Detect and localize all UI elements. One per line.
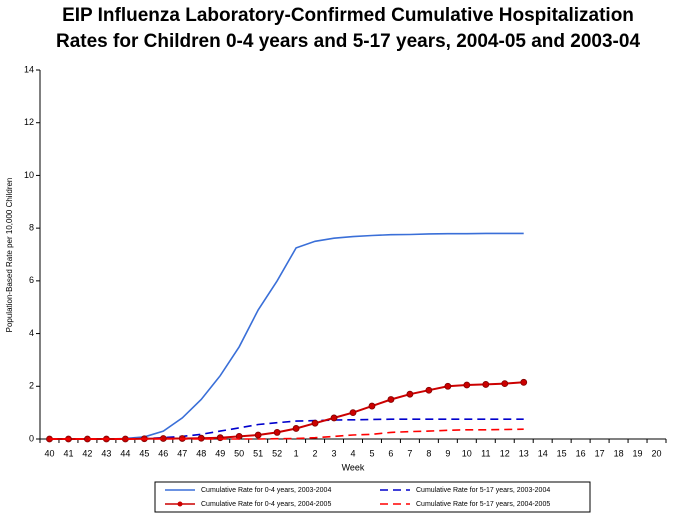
x-tick-label: 42: [82, 448, 92, 458]
y-tick-label: 14: [24, 64, 34, 74]
data-point: [121, 435, 129, 443]
chart-title: Rates for Children 0-4 years and 5-17 ye…: [56, 31, 640, 52]
x-tick-label: 49: [215, 448, 225, 458]
x-tick-label: 5: [369, 448, 374, 458]
data-point: [501, 380, 509, 388]
legend-label: Cumulative Rate for 5-17 years, 2004-200…: [416, 501, 550, 508]
data-point: [292, 425, 300, 432]
y-tick-label: 0: [29, 433, 34, 443]
x-tick-label: 9: [445, 448, 450, 458]
x-tick-label: 16: [576, 448, 586, 458]
data-point: [444, 382, 452, 390]
x-tick-label: 15: [557, 448, 567, 458]
x-axis-label: Week: [342, 462, 365, 472]
x-tick-label: 51: [253, 448, 263, 458]
data-point: [387, 396, 395, 403]
data-point: [254, 431, 262, 439]
y-tick-label: 12: [24, 117, 34, 127]
x-tick-label: 3: [332, 448, 337, 458]
x-tick-label: 7: [407, 448, 412, 458]
legend-box: [154, 481, 591, 513]
data-point: [482, 381, 490, 388]
legend-label: Cumulative Rate for 0-4 years, 2003-2004: [201, 487, 331, 494]
x-tick-label: 41: [63, 448, 73, 458]
x-tick-label: 6: [388, 448, 393, 458]
x-tick-label: 11: [481, 448, 490, 458]
x-tick-label: 18: [614, 448, 624, 458]
x-tick-label: 52: [272, 448, 282, 458]
x-tick-label: 19: [633, 448, 643, 458]
y-tick-label: 10: [24, 170, 34, 180]
series-line: [49, 232, 524, 440]
x-tick-label: 14: [538, 448, 548, 458]
data-point: [520, 378, 528, 386]
x-tick-label: 47: [177, 448, 187, 458]
x-tick-label: 12: [500, 448, 510, 458]
x-tick-label: 46: [158, 448, 168, 458]
x-tick-label: 10: [462, 448, 472, 458]
x-tick-label: 4: [350, 448, 355, 458]
x-tick-label: 17: [595, 448, 605, 458]
x-tick-label: 48: [196, 448, 206, 458]
x-tick-label: 45: [139, 448, 149, 458]
y-tick-label: 6: [29, 275, 34, 285]
data-point: [330, 414, 338, 422]
x-tick-label: 13: [519, 448, 529, 458]
y-tick-label: 8: [29, 223, 34, 233]
x-tick-label: 2: [313, 448, 318, 458]
x-tick-label: 1: [294, 448, 299, 458]
y-tick-label: 4: [29, 328, 34, 338]
legend-marker: [177, 501, 183, 507]
data-point: [425, 386, 433, 394]
y-axis-label: Population-Based Rate per 10,000 Childre…: [5, 178, 14, 333]
data-point: [368, 402, 376, 410]
data-point: [349, 409, 357, 417]
series-line: [49, 418, 524, 440]
x-tick-label: 8: [426, 448, 431, 458]
x-tick-label: 50: [234, 448, 244, 458]
x-tick-label: 20: [652, 448, 662, 458]
legend-label: Cumulative Rate for 0-4 years, 2004-2005: [201, 501, 331, 508]
x-tick-label: 43: [101, 448, 111, 458]
legend-label: Cumulative Rate for 5-17 years, 2003-200…: [416, 487, 550, 494]
y-tick-label: 2: [29, 381, 34, 391]
data-point: [273, 429, 281, 436]
x-tick-label: 44: [120, 448, 130, 458]
chart-title: EIP Influenza Laboratory-Confirmed Cumul…: [62, 5, 634, 26]
data-point: [311, 419, 319, 427]
series-line: [49, 428, 524, 440]
x-tick-label: 40: [44, 448, 54, 458]
data-point: [406, 390, 414, 398]
data-point: [463, 381, 471, 389]
